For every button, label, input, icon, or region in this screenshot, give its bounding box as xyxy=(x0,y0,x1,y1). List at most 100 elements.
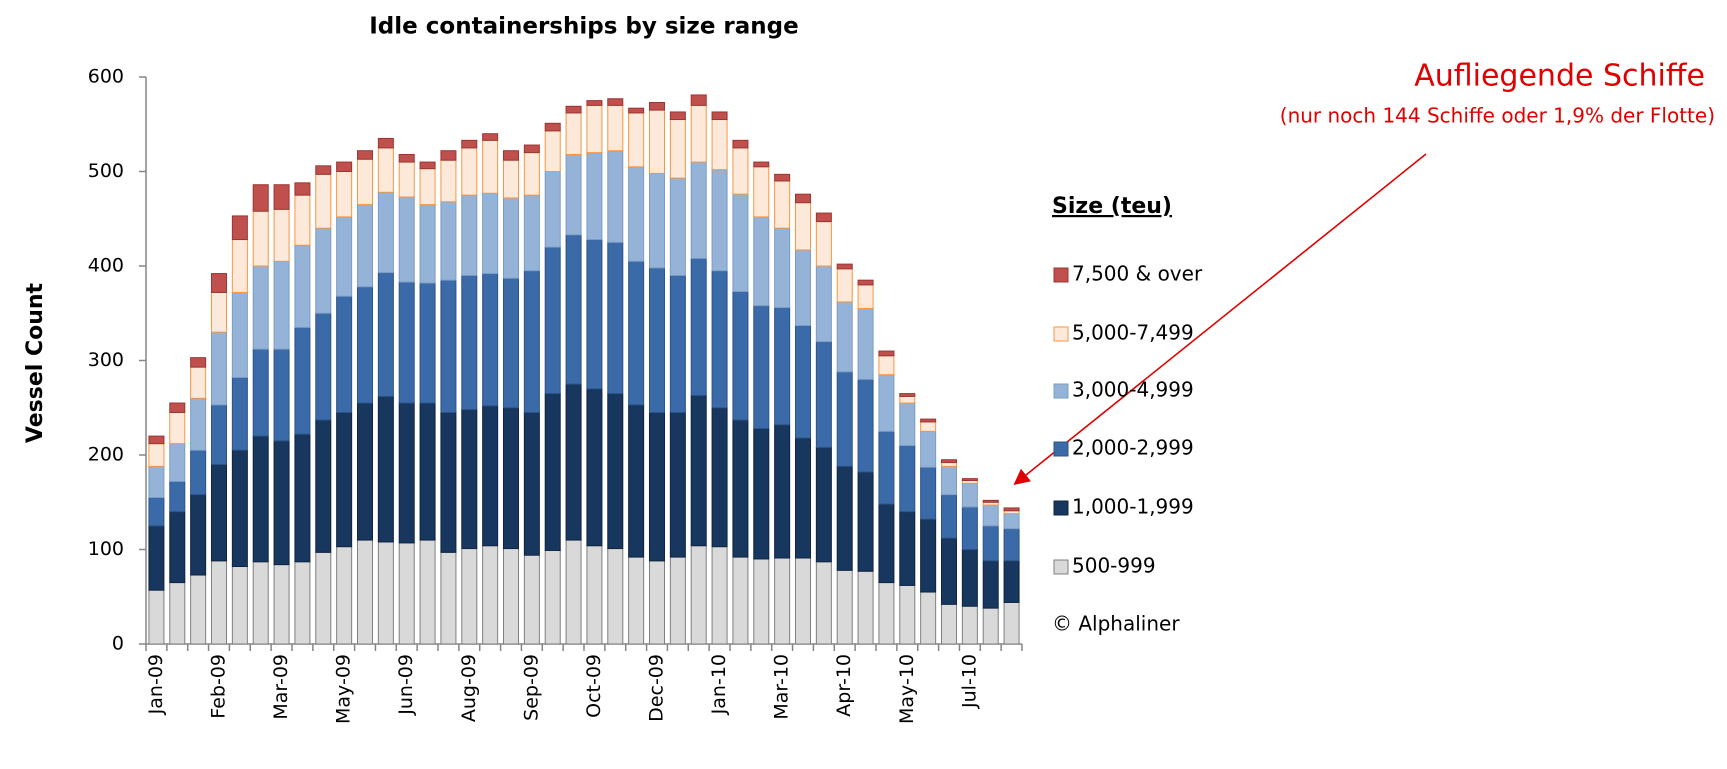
x-tick-label: Jun-09 xyxy=(395,654,417,716)
bar-segment xyxy=(377,191,394,274)
bar-segment xyxy=(607,104,624,152)
bar-segment xyxy=(210,291,228,333)
bar-segment xyxy=(711,169,728,272)
bar-segment xyxy=(628,556,645,645)
bar-segment xyxy=(940,537,958,605)
bar-segment xyxy=(148,497,165,527)
bar-segment xyxy=(586,239,603,390)
bar-segment xyxy=(690,545,707,645)
bar-segment xyxy=(169,511,186,584)
bar-segment xyxy=(815,221,832,267)
bar-segment xyxy=(628,404,645,558)
legend-swatch xyxy=(1053,267,1069,283)
bar-segment xyxy=(669,177,686,276)
bar-segment xyxy=(544,246,561,395)
bar-segment xyxy=(336,295,353,413)
y-tick-label: 500 xyxy=(88,160,124,182)
legend-label: 5,000-7,499 xyxy=(1072,321,1194,345)
bar-segment xyxy=(273,564,290,645)
bar-segment xyxy=(878,430,895,505)
bar-segment xyxy=(961,605,978,645)
bar-segment xyxy=(899,511,916,586)
bar-segment xyxy=(210,560,228,645)
bar-segment xyxy=(356,204,374,288)
bar-segment xyxy=(732,291,749,421)
bar-segment xyxy=(565,234,582,385)
bar-segment xyxy=(940,603,958,645)
bar-segment xyxy=(294,244,311,328)
bar-segment xyxy=(210,404,228,465)
bar-segment xyxy=(315,227,332,314)
bar-segment xyxy=(440,150,457,161)
bar-segment xyxy=(982,499,999,503)
bar-segment xyxy=(607,98,624,106)
bar-segment xyxy=(815,265,832,343)
legend-swatch xyxy=(1053,326,1069,342)
bar-segment xyxy=(148,465,165,499)
legend-label: 2,000-2,999 xyxy=(1072,436,1194,460)
bar-segment xyxy=(794,325,812,439)
bar-segment xyxy=(753,161,770,168)
bar-segment xyxy=(774,180,791,229)
bar-segment xyxy=(252,348,269,437)
bar-segment xyxy=(982,504,999,527)
bar-segment xyxy=(461,274,478,411)
bar-segment xyxy=(669,119,686,179)
legend-label: 7,500 & over xyxy=(1072,262,1203,286)
bar-segment xyxy=(586,104,603,154)
legend-swatch xyxy=(1053,500,1069,516)
bar-segment xyxy=(169,443,186,482)
source: © Alphaliner xyxy=(1052,612,1180,636)
y-tick-label: 600 xyxy=(88,66,124,88)
bar-segment xyxy=(398,402,415,544)
bar-segment xyxy=(732,419,749,558)
bar-segment xyxy=(690,161,707,259)
bar-segment xyxy=(878,350,895,357)
y-tick-label: 300 xyxy=(88,349,124,371)
bar-segment xyxy=(419,539,436,645)
bar-segment xyxy=(648,109,666,174)
bar-segment xyxy=(565,153,582,236)
bar-segment xyxy=(440,551,457,645)
bar-segment xyxy=(148,435,165,445)
bar-segment xyxy=(231,566,248,645)
bar-segment xyxy=(920,421,937,432)
bar-segment xyxy=(1003,513,1020,530)
bar-segment xyxy=(523,152,540,196)
bar-segment xyxy=(148,443,165,467)
legend-swatch xyxy=(1053,441,1069,457)
x-tick-label: Mar-10 xyxy=(771,654,793,720)
bar-segment xyxy=(940,494,958,539)
bar-segment xyxy=(1003,601,1020,645)
bar-segment xyxy=(794,437,812,559)
y-tick-label: 0 xyxy=(112,633,124,655)
bar-segment xyxy=(648,267,666,413)
bar-segment xyxy=(315,419,332,553)
bar-segment xyxy=(294,182,311,196)
y-tick-label: 200 xyxy=(88,444,124,466)
bar-segment xyxy=(398,542,415,645)
bar-segment xyxy=(711,111,728,121)
bar-segment xyxy=(523,554,540,645)
bar-segment xyxy=(315,165,332,175)
bar-segment xyxy=(523,270,540,413)
x-tick-label: Apr-10 xyxy=(833,654,855,717)
bar-segment xyxy=(586,152,603,241)
bar-segment xyxy=(836,465,853,571)
bar-segment xyxy=(356,539,374,645)
y-tick-label: 100 xyxy=(88,538,124,560)
bar-segment xyxy=(210,463,228,562)
bar-segment xyxy=(857,471,874,572)
bar-segment xyxy=(231,291,248,379)
chart-title: Idle containerships by size range xyxy=(369,14,798,40)
bar-segment xyxy=(544,393,561,551)
bar-segment xyxy=(607,241,624,395)
bar-segment xyxy=(899,445,916,513)
bar-segment xyxy=(398,161,415,198)
bar-segment xyxy=(336,216,353,297)
bar-segment xyxy=(774,424,791,559)
bar-segment xyxy=(398,196,415,283)
bar-segment xyxy=(294,194,311,246)
bar-segment xyxy=(982,607,999,645)
bar-segment xyxy=(273,208,290,262)
